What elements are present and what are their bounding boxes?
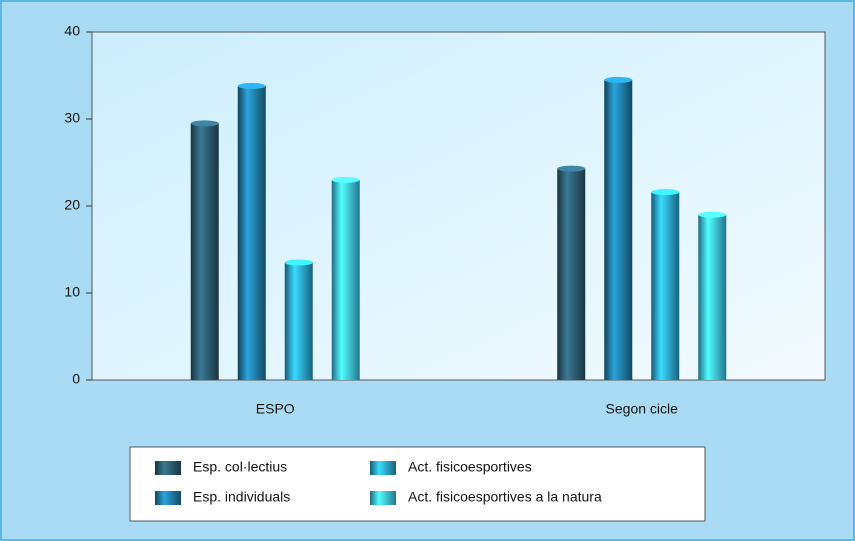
legend-swatch bbox=[370, 461, 396, 475]
x-tick-label: ESPO bbox=[256, 401, 295, 417]
y-tick-label: 10 bbox=[64, 284, 80, 300]
bar-cap bbox=[284, 259, 313, 266]
bar-cap bbox=[190, 120, 219, 127]
bar-cap bbox=[557, 165, 586, 172]
y-tick-label: 20 bbox=[64, 197, 80, 213]
bar bbox=[604, 79, 633, 380]
bar bbox=[331, 179, 360, 380]
legend bbox=[129, 446, 706, 522]
bar-cap bbox=[698, 211, 727, 218]
bar-cap bbox=[604, 76, 633, 83]
legend-swatch bbox=[370, 491, 396, 505]
y-tick-label: 30 bbox=[64, 110, 80, 126]
bar bbox=[698, 214, 727, 380]
bar bbox=[284, 262, 313, 380]
bar bbox=[651, 192, 680, 380]
legend-swatch bbox=[155, 491, 181, 505]
y-tick-label: 0 bbox=[72, 371, 80, 387]
bar-cap bbox=[237, 82, 266, 89]
legend-label: Act. fisicoesportives a la natura bbox=[408, 489, 602, 505]
bar bbox=[557, 168, 586, 380]
y-tick-label: 40 bbox=[64, 23, 80, 39]
legend-label: Esp. col·lectius bbox=[193, 459, 287, 475]
bar bbox=[190, 123, 219, 380]
bar-cap bbox=[331, 176, 360, 183]
legend-label: Esp. individuals bbox=[193, 489, 290, 505]
bar bbox=[237, 85, 266, 380]
x-tick-label: Segon cicle bbox=[606, 401, 679, 417]
legend-label: Act. fisicoesportives bbox=[408, 459, 532, 475]
bar-cap bbox=[651, 189, 680, 196]
legend-swatch bbox=[155, 461, 181, 475]
